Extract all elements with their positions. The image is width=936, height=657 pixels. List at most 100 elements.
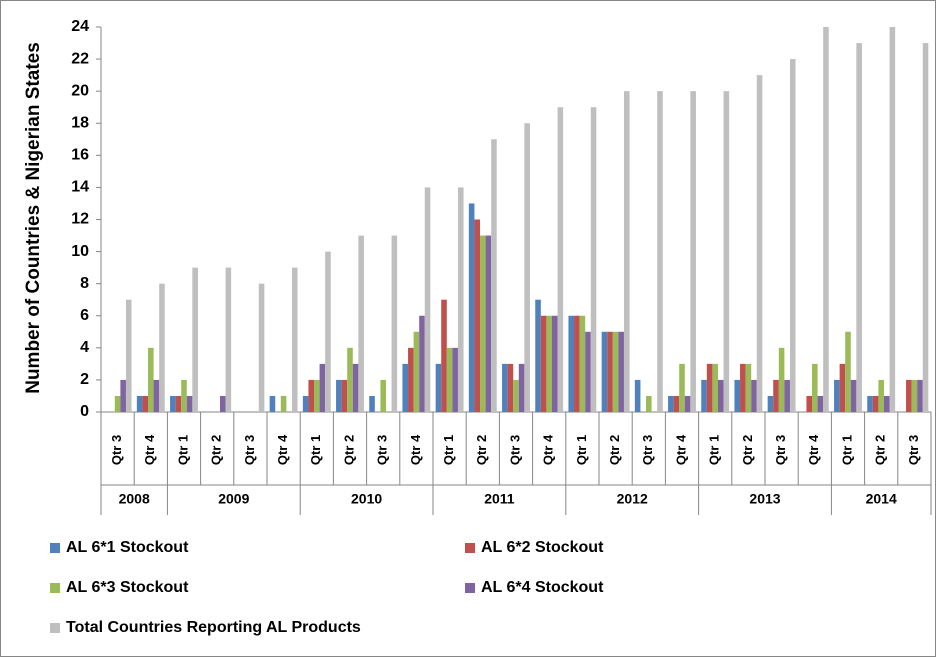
bar	[823, 27, 829, 412]
bar	[590, 107, 597, 412]
bar	[269, 395, 276, 412]
x-tick-label: Qtr 4	[142, 434, 157, 465]
bar	[778, 347, 785, 412]
x-tick-label: Qtr 2	[873, 435, 888, 465]
x-tick-label: Qtr 1	[175, 435, 190, 465]
y-tick-label: 24	[71, 18, 89, 35]
bar	[441, 299, 447, 412]
y-tick-label: 14	[71, 179, 89, 196]
bar	[136, 395, 143, 412]
group-label: 2009	[218, 491, 249, 507]
bar	[756, 75, 763, 412]
bar	[878, 379, 884, 412]
bar	[352, 363, 359, 412]
bar	[740, 363, 746, 412]
bar	[446, 347, 453, 412]
bar	[347, 347, 353, 412]
x-tick-label: Qtr 4	[408, 434, 423, 465]
bar	[170, 395, 176, 412]
y-tick-label: 6	[80, 307, 89, 324]
bar	[302, 395, 309, 412]
bar	[219, 395, 226, 412]
bar	[474, 219, 481, 412]
bar	[424, 187, 431, 412]
bar	[601, 331, 608, 412]
bar	[684, 395, 691, 412]
bar	[175, 395, 182, 412]
legend-label: AL 6*2 Stockout	[481, 539, 604, 556]
bar	[258, 283, 265, 412]
bar	[817, 395, 824, 412]
x-tick-label: Qtr 2	[341, 435, 356, 465]
bar	[319, 363, 326, 412]
x-tick-label: Qtr 2	[474, 435, 489, 465]
x-tick-label: Qtr 2	[607, 435, 622, 465]
bar	[623, 91, 630, 413]
x-tick-label: Qtr 2	[209, 435, 224, 465]
bar	[723, 91, 730, 413]
bar	[701, 379, 707, 412]
bar	[148, 347, 154, 412]
group-label: 2013	[749, 491, 780, 507]
group-label: 2012	[617, 491, 648, 507]
x-tick-label: Qtr 1	[839, 435, 854, 465]
bar	[419, 315, 425, 412]
bar	[225, 267, 232, 412]
bar	[491, 139, 497, 412]
y-tick-label: 12	[71, 211, 89, 228]
bar	[546, 315, 552, 412]
bar	[369, 395, 375, 412]
bar	[452, 347, 458, 412]
x-tick-label: Qtr 1	[574, 435, 589, 465]
bar	[308, 379, 315, 412]
bar	[917, 379, 923, 412]
bar	[518, 363, 525, 412]
bar	[789, 59, 796, 412]
bar	[679, 363, 685, 412]
bar	[153, 379, 160, 412]
group-label: 2011	[484, 491, 515, 507]
bar	[839, 363, 846, 412]
legend-label: AL 6*1 Stockout	[66, 539, 189, 556]
bar	[690, 91, 696, 413]
x-tick-label: Qtr 3	[375, 435, 390, 465]
legend-swatch	[465, 543, 475, 553]
bar	[336, 379, 342, 412]
bar	[585, 331, 591, 412]
x-tick-label: Qtr 3	[773, 435, 788, 465]
x-tick-label: Qtr 2	[740, 435, 755, 465]
bar	[906, 379, 912, 412]
bar	[192, 267, 198, 412]
bar	[480, 235, 486, 412]
bar	[468, 203, 475, 412]
legend-label: AL 6*4 Stockout	[481, 579, 604, 596]
y-tick-label: 0	[80, 403, 89, 420]
x-tick-label: Qtr 4	[275, 434, 290, 465]
y-axis-label: Number of Countries & Nigerian States	[23, 42, 44, 394]
bar	[889, 27, 896, 412]
bar	[402, 363, 409, 412]
y-tick-label: 10	[71, 243, 89, 260]
x-tick-label: Qtr 3	[640, 435, 655, 465]
bar	[535, 299, 541, 412]
x-tick-label: Qtr 1	[308, 435, 323, 465]
bar	[485, 235, 492, 412]
group-label: 2014	[866, 491, 897, 507]
x-tick-label: Qtr 1	[707, 435, 722, 465]
bar	[325, 251, 331, 412]
legend-swatch	[50, 543, 60, 553]
bar	[557, 107, 564, 412]
bar	[712, 363, 718, 412]
bar	[784, 379, 790, 412]
y-tick-label: 2	[80, 371, 89, 388]
y-tick-label: 20	[71, 82, 89, 99]
bar	[568, 315, 575, 412]
bar	[867, 395, 873, 412]
group-label: 2008	[119, 491, 150, 507]
bar	[579, 315, 586, 412]
bar	[812, 363, 818, 412]
x-tick-label: Qtr 3	[906, 435, 921, 465]
bar	[883, 395, 890, 412]
bar	[574, 315, 580, 412]
bar	[734, 379, 741, 412]
